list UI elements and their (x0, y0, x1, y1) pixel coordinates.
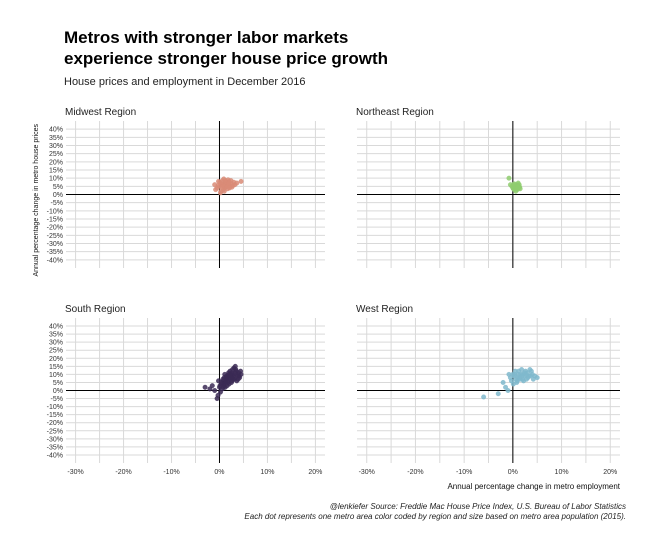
chart-title: Metros with stronger labor markets exper… (64, 27, 484, 69)
data-point (232, 370, 238, 376)
x-tick-label: -30% (67, 469, 83, 476)
data-point (227, 373, 233, 379)
y-tick-label: -15% (47, 412, 63, 419)
x-tick-label: 10% (555, 469, 569, 476)
x-tick-label: -10% (456, 469, 472, 476)
y-tick-label: 35% (49, 135, 63, 142)
y-tick-label: 40% (49, 127, 63, 134)
y-tick-label: -20% (47, 420, 63, 427)
y-tick-label: -10% (47, 404, 63, 411)
facet-panel: West Region -30% -20% -10% 0% 10% 20% (356, 304, 620, 476)
data-point (510, 381, 516, 387)
x-tick-label: 0% (508, 469, 518, 476)
y-tick-label: -25% (47, 233, 63, 240)
y-tick-label: -5% (51, 200, 63, 207)
y-tick-label: -30% (47, 241, 63, 248)
data-point (222, 178, 228, 184)
y-tick-label: 15% (49, 168, 63, 175)
y-tick-label: 30% (49, 340, 63, 347)
y-tick-label: 20% (49, 356, 63, 363)
chart-caption: @lenkiefer Source: Freddie Mac House Pri… (244, 502, 626, 522)
chart-title-line-1: Metros with stronger labor markets (64, 28, 349, 47)
chart-title-line-2: experience stronger house price growth (64, 49, 389, 68)
caption-note-line: Each dot represents one metro area color… (244, 512, 626, 521)
data-point (528, 368, 534, 374)
x-tick-label: 20% (603, 469, 617, 476)
facet-panel: Midwest Region40%35%30%25%20%15%10%5%0%-… (47, 107, 325, 268)
data-point (514, 378, 520, 384)
data-point (212, 388, 218, 393)
x-tick-label: -10% (163, 469, 179, 476)
data-point (530, 376, 536, 382)
facet-panel: Northeast Region (356, 107, 620, 268)
data-point (220, 376, 226, 382)
y-tick-label: 25% (49, 151, 63, 158)
x-tick-label: 0% (214, 469, 224, 476)
y-tick-label: 35% (49, 332, 63, 339)
data-point (235, 376, 241, 382)
data-point (495, 391, 501, 397)
y-tick-label: 0% (53, 192, 63, 199)
data-point (238, 178, 244, 184)
data-point (226, 180, 232, 186)
facet-title: Northeast Region (356, 107, 434, 118)
data-point (220, 384, 226, 390)
y-tick-label: 20% (49, 159, 63, 166)
x-axis-title: Annual percentage change in metro employ… (447, 482, 620, 491)
data-point (519, 373, 525, 379)
y-tick-label: 10% (49, 176, 63, 183)
y-tick-label: 0% (53, 388, 63, 395)
data-point (227, 185, 233, 191)
x-tick-label: 10% (260, 469, 274, 476)
data-point (512, 371, 518, 377)
y-tick-label: 5% (53, 184, 63, 191)
data-point (221, 188, 227, 194)
data-point (511, 181, 517, 187)
y-tick-label: 10% (49, 372, 63, 379)
data-point (216, 178, 221, 184)
y-tick-label: 15% (49, 364, 63, 371)
y-axis-title: Annual percentage change in metro house … (33, 124, 40, 277)
data-point (500, 379, 506, 385)
y-tick-label: 40% (49, 324, 63, 331)
data-point (238, 368, 244, 374)
caption-source-line: @lenkiefer Source: Freddie Mac House Pri… (329, 502, 626, 511)
data-point (516, 185, 522, 191)
x-tick-label: 20% (308, 469, 322, 476)
x-tick-label: -20% (407, 469, 423, 476)
y-tick-label: -30% (47, 436, 63, 443)
data-point (202, 384, 208, 390)
y-tick-label: -20% (47, 225, 63, 232)
y-tick-label: -40% (47, 257, 63, 264)
data-point (216, 378, 221, 384)
y-tick-label: -15% (47, 217, 63, 224)
y-tick-label: -10% (47, 208, 63, 215)
y-tick-label: 5% (53, 380, 63, 387)
data-point (481, 394, 487, 400)
data-point (213, 187, 219, 193)
x-tick-label: -30% (359, 469, 375, 476)
data-point (219, 184, 225, 190)
x-tick-label: -20% (115, 469, 131, 476)
y-tick-label: -35% (47, 249, 63, 256)
y-tick-label: -40% (47, 452, 63, 459)
data-point (527, 373, 533, 379)
data-point (506, 175, 512, 181)
facet-title: West Region (356, 304, 413, 315)
data-point (217, 389, 223, 395)
facet-title: Midwest Region (65, 107, 136, 118)
facet-title: South Region (65, 304, 126, 315)
data-point (209, 383, 215, 389)
y-tick-label: 25% (49, 348, 63, 355)
y-tick-label: -25% (47, 428, 63, 435)
y-tick-label: 30% (49, 143, 63, 150)
data-point (506, 371, 512, 377)
y-tick-label: -35% (47, 444, 63, 451)
y-tick-label: -5% (51, 396, 63, 403)
data-point (503, 384, 508, 390)
chart-subtitle: House prices and employment in December … (64, 76, 306, 88)
facet-panel: South Region40%35%30%25%20%15%10%5%0%-5%… (47, 304, 325, 476)
data-point (229, 379, 234, 385)
